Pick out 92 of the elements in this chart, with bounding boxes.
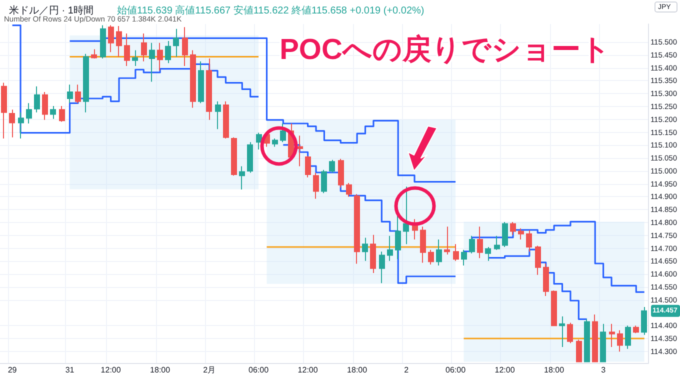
candlestick	[609, 323, 615, 348]
x-tick-label: 31	[65, 366, 75, 374]
x-tick-label: 29	[8, 366, 18, 374]
candlestick	[83, 53, 89, 113]
candlestick	[67, 84, 73, 104]
candlestick	[91, 48, 97, 60]
candlestick	[1, 82, 7, 139]
candlestick	[625, 325, 631, 350]
x-tick-label: 06:00	[446, 366, 466, 374]
candlestick	[641, 306, 647, 336]
candlestick	[50, 105, 56, 120]
candlestick	[559, 316, 565, 348]
x-tick-label: 18:00	[150, 366, 171, 374]
candlestick	[297, 135, 303, 167]
x-tick-label: 18:00	[347, 366, 368, 374]
candlestick	[280, 123, 286, 143]
candlestick	[444, 226, 450, 255]
candlestick	[239, 166, 245, 190]
candlestick	[124, 33, 130, 67]
candlestick	[329, 159, 335, 174]
candlestick	[231, 136, 237, 176]
candlestick	[567, 322, 573, 344]
candlestick	[108, 24, 114, 53]
x-tick-label: 2	[404, 366, 410, 374]
candlestick	[116, 26, 122, 58]
candlestick	[576, 339, 582, 362]
candlestick	[206, 58, 212, 120]
candlestick	[362, 237, 368, 262]
x-tick-label: 2月	[203, 366, 216, 374]
candlestick	[502, 221, 508, 248]
candlestick	[141, 33, 147, 62]
candlestick	[42, 92, 48, 120]
candlestick	[600, 323, 606, 362]
chart-subtitle: 始値115.639 高値115.667 安値115.622 終値115.658 +0.019 (+0.02%)	[117, 4, 424, 16]
candlestick	[190, 50, 196, 108]
candlestick	[485, 246, 491, 262]
candlestick	[223, 100, 229, 139]
candlestick	[256, 132, 262, 150]
x-tick-label: 18:00	[544, 366, 565, 374]
candlestick	[165, 40, 171, 64]
candlestick	[132, 50, 138, 67]
candlestick	[173, 28, 179, 58]
candlestick	[157, 42, 163, 72]
candlestick	[313, 172, 319, 200]
candlestick	[510, 221, 516, 236]
candlestick	[338, 158, 344, 188]
x-tick-label: 06:00	[248, 366, 270, 374]
candlestick	[215, 100, 221, 130]
chart-title: 米ドル／円 · 1時間	[9, 4, 94, 16]
x-tick-label: 12:00	[100, 366, 122, 374]
candlestick	[428, 249, 434, 266]
x-tick-label: 3	[601, 366, 606, 374]
candlestick	[535, 245, 541, 276]
candlestick	[518, 228, 524, 240]
candlestick	[370, 234, 376, 274]
x-tick-label: 12:00	[298, 366, 318, 374]
candlestick	[469, 235, 475, 254]
candlestick	[453, 244, 459, 262]
candlestick	[592, 314, 598, 362]
candlestick	[34, 86, 40, 113]
candlestick	[75, 84, 81, 104]
candlestick	[461, 249, 467, 266]
candlestick	[526, 230, 532, 252]
candlestick	[584, 318, 590, 362]
candlestick	[9, 109, 15, 138]
candlestick	[395, 214, 401, 260]
candlestick	[543, 262, 549, 296]
candlestick	[18, 112, 24, 139]
candlestick	[420, 226, 426, 264]
candlestick	[354, 194, 360, 264]
candlestick	[477, 226, 483, 259]
candlestick	[436, 239, 442, 266]
candlestick	[321, 169, 327, 194]
candlestick	[494, 235, 500, 250]
candlestick	[403, 186, 409, 245]
candlestick	[346, 182, 352, 198]
candlestick	[272, 138, 278, 148]
candlestick	[305, 155, 311, 178]
candlestick	[59, 105, 65, 122]
candlestick	[247, 142, 253, 174]
x-tick-label: 12:00	[494, 366, 516, 374]
candlestick	[149, 42, 155, 82]
candlestick	[100, 24, 106, 60]
candlestick	[182, 26, 188, 67]
candlestick	[633, 325, 639, 334]
candlestick	[198, 60, 204, 104]
candlestick	[551, 290, 557, 327]
candlestick	[617, 330, 623, 352]
candlestick	[379, 251, 385, 284]
annotation: POCへの戻りでショート	[280, 33, 610, 66]
candlestick	[387, 235, 393, 262]
candlestick	[26, 102, 32, 124]
